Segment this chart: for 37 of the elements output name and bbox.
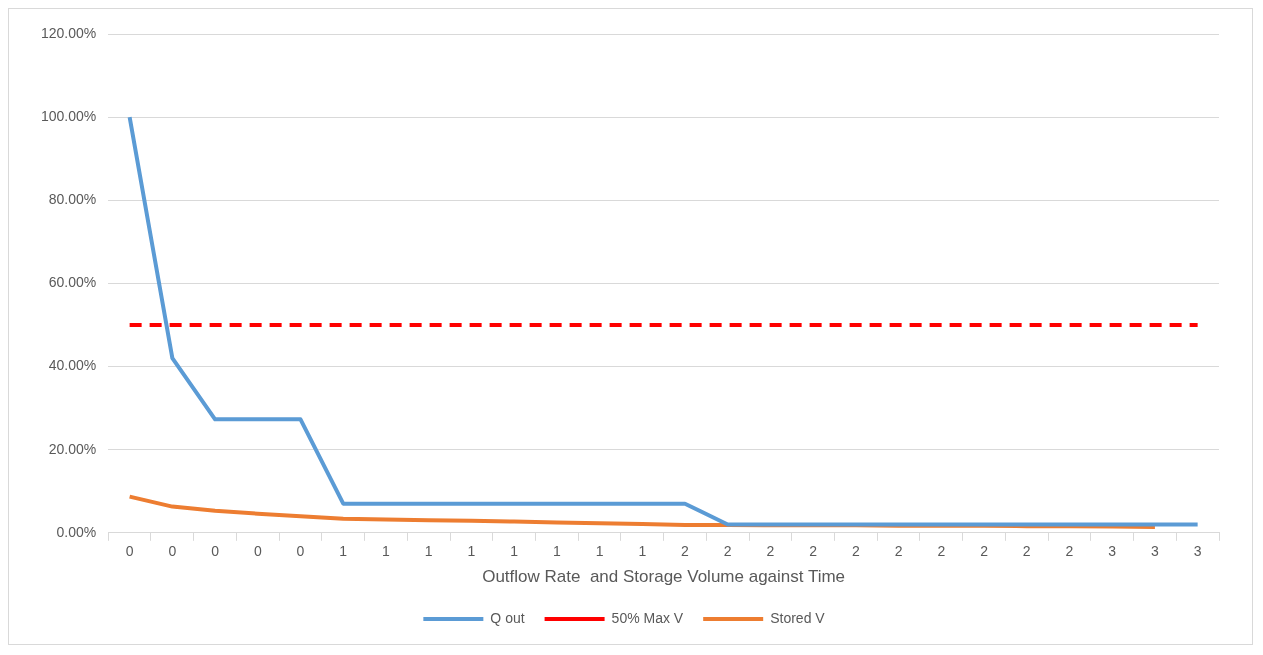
x-tick-label: 0 [125, 543, 134, 560]
y-tick-label: 40.00% [48, 357, 97, 374]
y-tick-label: 80.00% [48, 191, 97, 208]
x-tick-label: 3 [1151, 543, 1160, 560]
x-tick-label: 1 [467, 543, 476, 560]
x-tick-label: 2 [980, 543, 989, 560]
x-tick-label: 3 [1193, 543, 1202, 560]
x-tick-label: 3 [1108, 543, 1117, 560]
x-tick-label: 1 [638, 543, 647, 560]
x-tick-label: 1 [339, 543, 348, 560]
x-tick-label: 0 [296, 543, 305, 560]
x-tick-label: 1 [595, 543, 604, 560]
legend-label: Q out [490, 609, 525, 626]
x-tick-label: 0 [168, 543, 177, 560]
x-tick-label: 2 [894, 543, 903, 560]
x-tick-label: 2 [937, 543, 946, 560]
x-tick-label: 2 [1065, 543, 1074, 560]
x-tick-label: 2 [851, 543, 860, 560]
y-tick-label: 120.00% [40, 24, 97, 41]
y-tick-label: 20.00% [48, 440, 97, 457]
x-tick-label: 1 [424, 543, 433, 560]
x-axis-title: Outflow Rate and Storage Volume against Time [482, 567, 846, 587]
x-tick-label: 2 [1022, 543, 1031, 560]
x-tick-label: 2 [681, 543, 690, 560]
x-tick-label: 1 [552, 543, 561, 560]
legend-label: Stored V [770, 609, 826, 626]
x-tick-label: 1 [510, 543, 519, 560]
x-tick-label: 2 [723, 543, 732, 560]
x-tick-label: 2 [766, 543, 775, 560]
x-tick-label: 0 [211, 543, 220, 560]
x-tick-label: 0 [253, 543, 262, 560]
x-tick-label: 1 [382, 543, 391, 560]
y-tick-label: 0.00% [56, 523, 97, 540]
y-tick-label: 60.00% [48, 274, 97, 291]
x-tick-label: 2 [809, 543, 818, 560]
y-tick-label: 100.00% [40, 107, 97, 124]
legend-label: 50% Max V [611, 609, 684, 626]
